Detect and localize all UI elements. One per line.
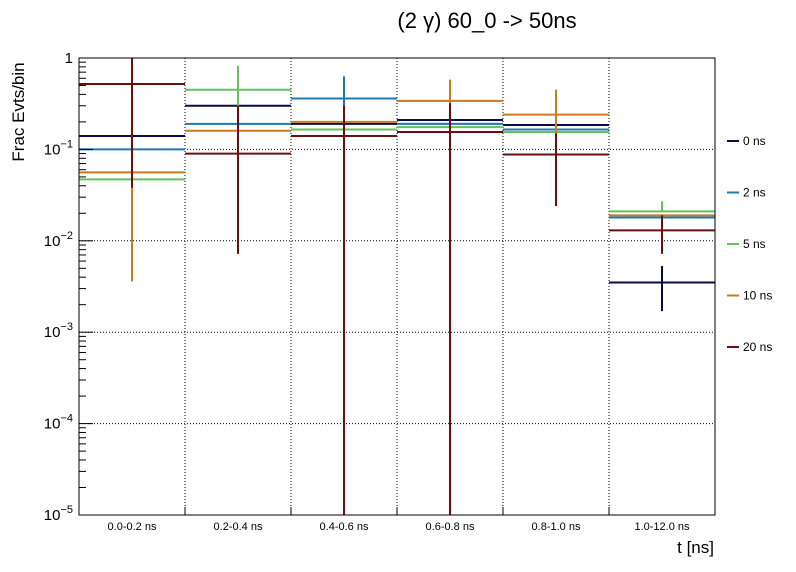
legend: 0 ns 2 ns 5 ns 10 ns 20 ns [727, 134, 772, 354]
y-tick-label: 10−3 [44, 321, 73, 341]
y-tick-base: 10 [44, 324, 61, 341]
y-tick-label: 10−2 [44, 230, 73, 250]
x-category-label: 0.0-0.2 ns [108, 521, 157, 533]
y-tick-base: 10 [44, 233, 61, 250]
legend-label: 0 ns [743, 134, 766, 148]
y-tick-exponent: −3 [60, 321, 73, 333]
y-tick-label: 1 [65, 50, 73, 67]
axes-frame [78, 57, 716, 516]
y-axis-title: Frac Evts/bin [9, 62, 28, 161]
chart-title: (2 γ) 60_0 -> 50ns [397, 8, 576, 33]
y-tick-base: 10 [44, 507, 61, 524]
x-category-label: 0.4-0.6 ns [320, 521, 369, 533]
x-category-label: 1.0-12.0 ns [634, 521, 690, 533]
x-axis-title: t [ns] [677, 538, 714, 557]
x-category-label: 0.8-1.0 ns [532, 521, 581, 533]
legend-label: 2 ns [743, 186, 766, 200]
y-tick-label: 10−1 [44, 138, 73, 158]
y-tick-base: 10 [44, 416, 61, 433]
legend-label: 10 ns [743, 289, 772, 303]
y-tick-exponent: −2 [60, 230, 73, 242]
x-category-label: 0.2-0.4 ns [214, 521, 263, 533]
legend-label: 20 ns [743, 340, 772, 354]
legend-label: 5 ns [743, 237, 766, 251]
y-tick-label: 10−5 [44, 504, 73, 524]
y-tick-label: 10−4 [44, 413, 73, 433]
histogram-bars [79, 58, 715, 515]
y-tick-base: 10 [44, 141, 61, 158]
x-category-label: 0.6-0.8 ns [426, 521, 475, 533]
y-tick-exponent: −4 [60, 413, 73, 425]
y-tick-exponent: −5 [60, 504, 73, 516]
x-axis-category-labels: 0.0-0.2 ns 0.2-0.4 ns 0.4-0.6 ns 0.6-0.8 ns… [108, 521, 690, 533]
y-tick-exponent: −1 [60, 138, 73, 150]
y-axis-ticks: 110−110−210−310−410−5 [44, 50, 93, 524]
